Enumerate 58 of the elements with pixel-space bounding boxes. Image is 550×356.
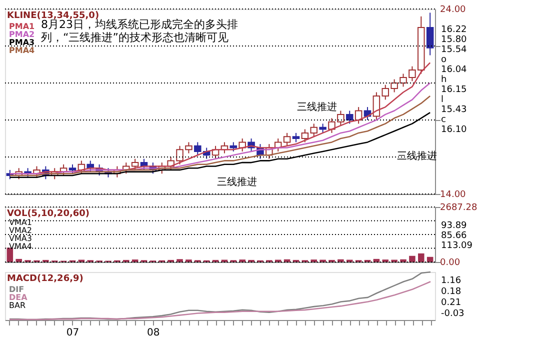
y-tick-label: 14.00 xyxy=(440,190,466,200)
text: 113.09 xyxy=(441,241,473,251)
bar xyxy=(338,259,344,262)
annotation: VMA2 xyxy=(9,226,32,235)
text: 0.18 xyxy=(441,287,462,297)
text: 16.22 xyxy=(441,25,467,35)
bar xyxy=(16,258,22,262)
text: 16.04 xyxy=(441,65,468,75)
annotation: VMA1 xyxy=(9,218,32,227)
text: PMA4 xyxy=(9,46,36,55)
candlestick xyxy=(426,12,434,56)
x-tick-label: 08 xyxy=(146,328,160,338)
text: 16.10 xyxy=(441,125,468,135)
bar xyxy=(6,248,14,262)
text: PMA3 xyxy=(9,38,35,47)
text: DIF xyxy=(9,285,24,294)
text: 1.16 xyxy=(441,276,462,286)
x-tick-label: 07 xyxy=(66,328,80,338)
text: -0.03 xyxy=(441,309,464,319)
bar xyxy=(176,259,183,262)
text: 85.66 xyxy=(441,231,468,241)
candlestick xyxy=(319,123,326,134)
annotation: VMA3 xyxy=(9,234,32,243)
candlestick xyxy=(68,164,76,174)
text: PMA2 xyxy=(9,30,35,39)
text: o xyxy=(441,55,447,65)
text: DEA xyxy=(9,293,28,302)
text: 15.80 xyxy=(441,35,468,45)
text: PMA1 xyxy=(9,22,36,31)
text: c xyxy=(441,115,446,125)
text: 93.89 xyxy=(441,221,468,231)
bar xyxy=(400,259,406,262)
bar xyxy=(409,256,416,262)
annotation: VMA4 xyxy=(9,242,32,251)
annotation: 列，“三线推进”的技术形态也清晰可见 xyxy=(41,31,228,44)
y-tick-label: 0.00 xyxy=(440,258,460,268)
chart-title: VOL(5,10,20,60) xyxy=(7,209,90,219)
text: h xyxy=(441,75,447,85)
candlestick xyxy=(283,132,291,146)
chart-title: KLINE(13,34,55,0) xyxy=(7,11,100,21)
bar xyxy=(426,256,434,262)
candlestick xyxy=(230,142,238,152)
annotation: 三线推进 xyxy=(297,101,337,113)
annotation: 8月23日，均线系统已形成完全的多头排 xyxy=(41,18,238,31)
text: l xyxy=(441,95,444,105)
annotation: BAR xyxy=(9,301,26,310)
y-tick-label: 2687.28 xyxy=(440,203,478,213)
candlestick xyxy=(292,132,300,143)
text: 16.15 xyxy=(441,85,467,95)
annotation: 三线推进 xyxy=(217,176,257,188)
candlestick xyxy=(346,110,354,124)
text: 15.43 xyxy=(441,105,467,115)
text: 15.54 xyxy=(441,45,468,55)
text: 0.21 xyxy=(441,298,462,308)
y-tick-label: 24.00 xyxy=(440,5,466,15)
candlestick xyxy=(372,92,380,120)
chart-title: MACD(12,26,9) xyxy=(7,274,84,284)
bar xyxy=(418,253,424,262)
